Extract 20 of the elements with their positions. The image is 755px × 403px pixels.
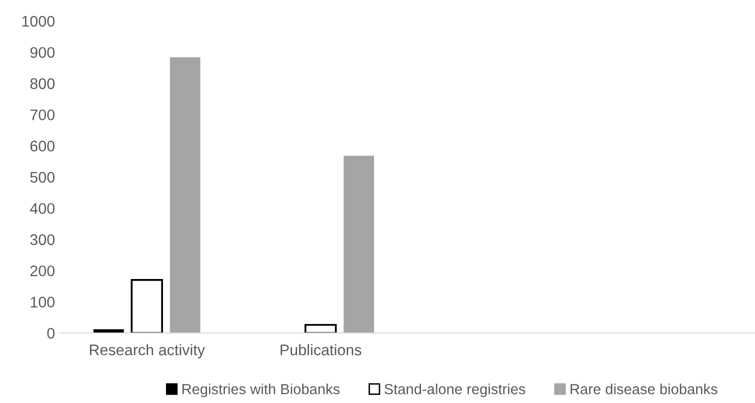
- y-tick-label: 600: [30, 140, 55, 152]
- x-tick-label: Research activity: [90, 344, 206, 358]
- y-tick-label: 0: [47, 328, 55, 339]
- bar: [344, 156, 374, 333]
- y-tick-label: 500: [30, 172, 55, 183]
- y-tick-label: 900: [30, 47, 55, 58]
- bar: [170, 57, 200, 333]
- y-tick-label: 1000: [22, 16, 55, 27]
- legend-label: Rare disease biobanks: [570, 384, 718, 394]
- bar: [130, 279, 163, 333]
- legend-label: Registries with Biobanks: [182, 384, 340, 398]
- legend-label: Stand-alone registries: [384, 384, 526, 398]
- x-tick-label: Publications: [280, 344, 362, 356]
- bar: [304, 324, 337, 333]
- y-tick-label: 200: [30, 265, 55, 276]
- y-tick-label: 800: [30, 78, 55, 90]
- y-tick-label: 100: [30, 296, 55, 308]
- y-tick-label: 700: [30, 109, 55, 120]
- y-tick-label: 300: [30, 234, 55, 246]
- y-tick-label: 400: [30, 203, 55, 214]
